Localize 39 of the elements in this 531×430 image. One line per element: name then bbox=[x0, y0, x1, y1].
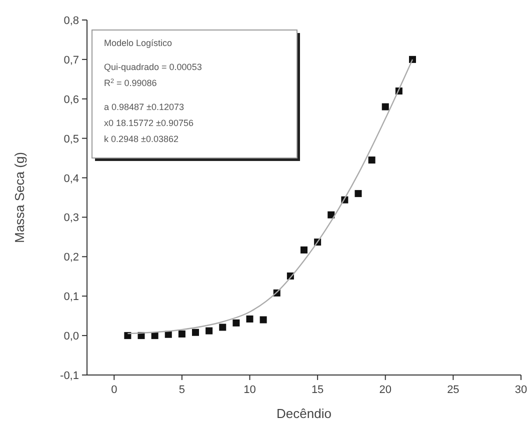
point bbox=[382, 103, 389, 110]
point bbox=[178, 330, 186, 338]
x-tick-label: 0 bbox=[111, 384, 118, 396]
annotation: k 0.2948 ±0.03862 bbox=[104, 134, 179, 144]
point bbox=[246, 315, 254, 322]
y-tick-label: 0,0 bbox=[64, 330, 79, 343]
point bbox=[219, 324, 226, 331]
y-tick-label: 0,6 bbox=[64, 94, 79, 106]
x-tick-label: 5 bbox=[178, 384, 185, 396]
annotation: Modelo Logístico bbox=[104, 38, 172, 48]
annotation: Qui-quadrado = 0.00053 bbox=[104, 62, 202, 72]
annotation: x0 18.15772 ±0.90756 bbox=[104, 118, 194, 128]
point bbox=[192, 328, 199, 336]
point bbox=[300, 246, 308, 254]
y-tick-label: 0,2 bbox=[64, 252, 79, 264]
y-tick-label: 0,5 bbox=[64, 133, 79, 146]
point bbox=[232, 319, 240, 326]
point bbox=[409, 56, 416, 63]
y-tick-label: 0,7 bbox=[64, 54, 79, 66]
x-tick-label: 30 bbox=[514, 384, 528, 396]
point bbox=[368, 156, 376, 164]
point bbox=[124, 332, 132, 340]
point bbox=[260, 316, 267, 324]
y-axis-title: Massa Seca (g) bbox=[12, 152, 27, 244]
y-tick-label: 0,8 bbox=[64, 15, 79, 27]
y-tick-label: 0,4 bbox=[64, 172, 79, 185]
y-tick-label: 0,1 bbox=[64, 291, 79, 304]
point bbox=[206, 327, 213, 334]
x-tick-label: 15 bbox=[311, 384, 324, 396]
x-tick-label: 10 bbox=[244, 384, 256, 396]
point bbox=[354, 190, 362, 198]
x-tick-label: 20 bbox=[379, 384, 392, 396]
annotation: R$^{2}$ = 0.99086 bbox=[104, 78, 157, 88]
x-tick-label: 25 bbox=[447, 384, 460, 396]
x-axis-title: Decêndio bbox=[276, 406, 332, 421]
y-tick-label: 0,3 bbox=[64, 212, 79, 224]
point bbox=[328, 211, 335, 218]
y-tick-label: -0,1 bbox=[60, 370, 79, 382]
annotation: a 0.98487 ±0.12073 bbox=[104, 102, 184, 112]
